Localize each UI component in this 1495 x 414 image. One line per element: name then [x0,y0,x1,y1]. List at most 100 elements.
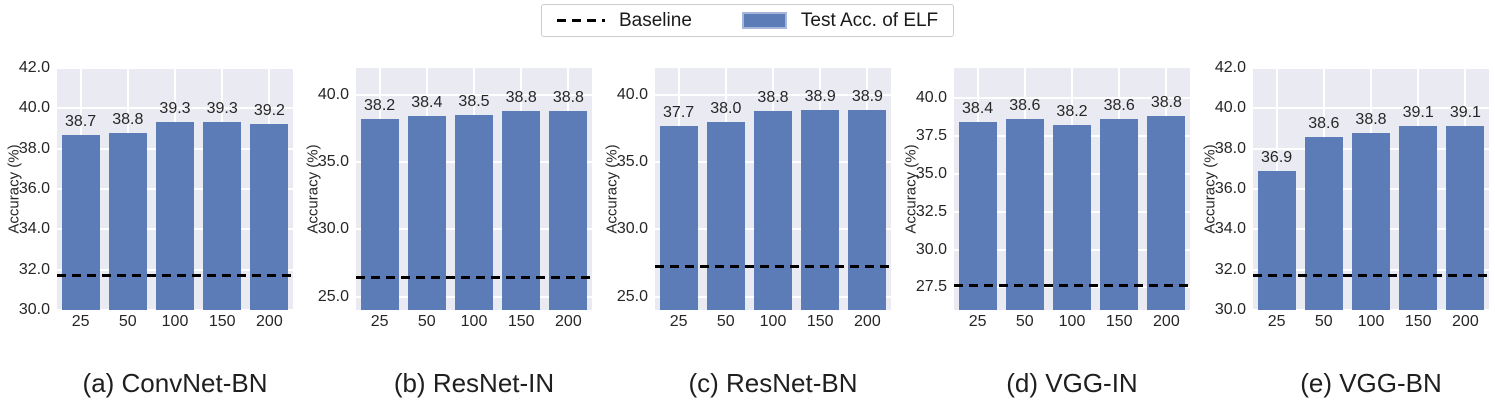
y-tick-label: 30.0 [915,240,947,258]
x-tick-label: 25 [1267,313,1286,330]
bar-value-label: 37.7 [663,103,695,121]
bar [1399,126,1438,310]
y-tick-label: 35.0 [915,164,947,182]
y-tick-label: 40.0 [18,99,50,117]
x-tick-label: 50 [118,313,137,330]
baseline-dash-icon [557,19,605,22]
bar-value-label: 38.8 [552,89,584,107]
y-tick-label: 35.0 [317,153,349,171]
x-tick-label: 50 [1015,313,1034,330]
bar [958,122,997,310]
bar [1100,119,1139,310]
gridline [57,309,293,311]
bar [502,111,541,310]
bar-value-label: 38.2 [1056,103,1088,121]
plot-area: 36.9 38.6 38.8 39.1 39.1 [1253,67,1489,311]
bar-value-label: 38.4 [962,100,994,118]
bar-value-label: 38.7 [65,112,97,130]
x-tick-label: 100 [1058,313,1086,330]
y-tick-label: 40.0 [915,89,947,107]
y-tick-label: 32.0 [1214,260,1246,278]
y-tick-label: 38.0 [18,139,50,157]
y-tick-label: 37.5 [915,127,947,145]
bar [801,109,840,310]
elf-bar-swatch-icon [741,12,787,29]
bar-value-label: 38.9 [804,87,836,105]
subplot-vgg-bn: Accuracy (%) 36.9 38.6 38.8 39.1 39.1 (e) VG… [1196,55,1495,414]
bar [360,119,399,310]
bar-value-label: 39.3 [159,100,191,118]
bar [61,134,100,310]
x-tick-label: 100 [759,313,787,330]
legend-label-elf: Test Acc. of ELF [800,10,939,31]
subplot-convnet-bn: Accuracy (%) 38.7 38.8 39.3 39.3 39.2 (a) Co… [0,55,299,414]
bar-value-label: 38.6 [1103,97,1135,115]
plot-area: 37.7 38.0 38.8 38.9 38.9 [655,68,891,310]
baseline-dashed-line [1253,274,1489,278]
bar-value-label: 38.8 [1150,94,1182,112]
bar-value-label: 38.6 [1308,114,1340,132]
x-tick-label: 25 [669,313,688,330]
x-tick-label: 50 [716,313,735,330]
legend-label-baseline: Baseline [619,10,692,31]
x-tick-label: 150 [1404,313,1432,330]
bar [848,109,887,310]
y-tick-label: 25.0 [317,287,349,305]
subplot-resnet-bn: Accuracy (%) 37.7 38.0 38.8 38.9 38.9 (c) Re… [598,55,897,414]
bar [1446,126,1485,310]
bar-value-label: 38.8 [505,89,537,107]
bar [1304,136,1343,310]
bar-value-label: 39.1 [1402,104,1434,122]
x-tick-label: 150 [208,313,236,330]
y-tick-label: 34.0 [1214,220,1246,238]
legend: Baseline Test Acc. of ELF [541,4,955,37]
y-tick-label: 38.0 [1214,139,1246,157]
plot-area: 38.4 38.6 38.2 38.6 38.8 [954,68,1190,310]
y-tick-label: 30.0 [616,220,648,238]
x-tick-label: 100 [161,313,189,330]
y-tick-label: 35.0 [616,153,648,171]
bar-value-label: 38.6 [1009,97,1041,115]
plot-area: 38.7 38.8 39.3 39.3 39.2 [57,67,293,311]
y-tick-label: 40.0 [616,85,648,103]
baseline-dashed-line [954,284,1190,288]
subplot-vgg-in: Accuracy (%) 38.4 38.6 38.2 38.6 38.8 (d) VG… [897,55,1196,414]
x-tick-label: 200 [854,313,881,330]
subplot-caption: (e) VGG-BN [1300,368,1442,398]
x-tick-label: 150 [806,313,834,330]
x-tick-label: 50 [417,313,436,330]
bar-value-label: 39.1 [1449,104,1481,122]
bar-value-label: 38.8 [1355,110,1387,128]
x-tick-label: 25 [71,313,90,330]
bar-value-label: 36.9 [1261,148,1293,166]
y-tick-label: 25.0 [616,287,648,305]
bar-value-label: 39.2 [253,102,285,120]
y-tick-label: 30.0 [317,220,349,238]
subplot-caption: (b) ResNet-IN [393,368,555,398]
bar [203,122,242,310]
x-tick-label: 150 [507,313,535,330]
bar [1147,116,1186,310]
bar-value-label: 39.3 [206,100,238,118]
x-tick-label: 200 [1452,313,1479,330]
bar [549,111,588,310]
subplot-caption: (d) VGG-IN [1006,368,1138,398]
bar [1257,170,1296,310]
bar-value-label: 38.9 [851,87,883,105]
bar [156,122,194,310]
y-tick-label: 32.5 [915,202,947,220]
bar-value-label: 38.8 [112,110,144,128]
bar [1352,132,1390,310]
bar [1005,119,1044,310]
y-tick-label: 30.0 [1214,301,1246,318]
y-tick-label: 36.0 [18,180,50,197]
bar-value-label: 38.0 [710,99,742,117]
x-tick-label: 100 [460,313,488,330]
bar [1053,125,1091,310]
baseline-dashed-line [57,274,293,278]
y-tick-label: 40.0 [1214,99,1246,117]
x-tick-label: 50 [1314,313,1333,330]
x-tick-label: 200 [1153,313,1180,330]
baseline-dashed-line [655,265,891,269]
